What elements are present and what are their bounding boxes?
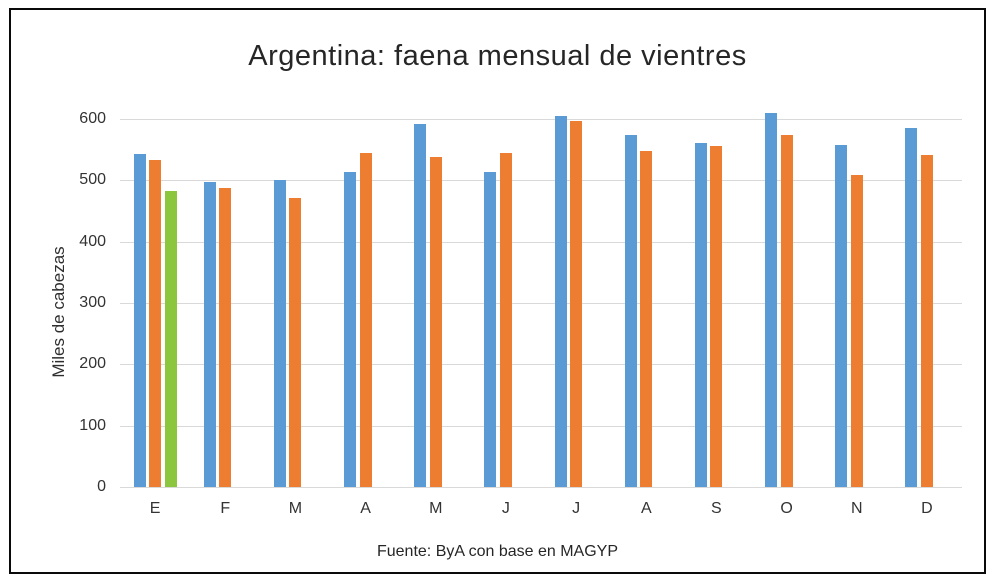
bar-series-1-blue <box>765 112 778 487</box>
source-note: Fuente: ByA con base en MAGYP <box>376 543 619 560</box>
bar-series-1-blue <box>484 171 497 487</box>
bar-series-1-blue <box>835 144 848 487</box>
y-tick-label: 100 <box>79 416 106 434</box>
x-tick-label: A <box>360 500 371 517</box>
x-tick-label: M <box>288 500 303 517</box>
bar-series-1-blue <box>624 135 637 487</box>
x-tick-label: A <box>640 500 652 517</box>
bar-series-2-orange <box>499 153 512 487</box>
gridline <box>120 487 962 488</box>
bar-series-1-blue <box>905 127 918 487</box>
y-tick-label: 600 <box>79 109 106 127</box>
bar-series-1-blue <box>414 123 427 487</box>
bar-series-2-orange <box>149 160 162 487</box>
bar-series-2-orange <box>429 156 442 487</box>
x-tick-label: F <box>220 500 231 517</box>
x-tick-label: J <box>572 500 581 517</box>
x-tick-label: S <box>711 500 722 517</box>
bar-series-2-orange <box>850 175 863 487</box>
bar-series-1-blue <box>273 179 286 487</box>
x-tick-label: M <box>429 500 443 517</box>
chart-frame: Argentina: faena mensual de vientres Mil… <box>9 8 986 574</box>
plot-area: 0 100 200 300 400 500 600 E F M A M J J A S O N D <box>79 88 962 517</box>
x-tick-label: D <box>921 500 933 517</box>
bar-series-1-blue <box>133 154 146 487</box>
bar-series-3-green <box>164 191 177 487</box>
gridline <box>120 425 962 427</box>
bar-series-1-blue <box>694 142 707 487</box>
bar-series-2-orange <box>289 197 302 487</box>
gridline <box>120 180 962 182</box>
bar-series-2-orange <box>359 152 372 487</box>
bar-series-2-orange <box>640 151 653 487</box>
gridline <box>120 118 962 120</box>
bar-series-1-blue <box>344 172 357 487</box>
x-tick-label: N <box>851 500 863 517</box>
x-tick-label: O <box>780 500 793 517</box>
y-tick-label: 0 <box>97 478 106 495</box>
bar-series-2-orange <box>920 154 933 487</box>
y-tick-label: 400 <box>79 232 106 250</box>
bar-series-1-blue <box>203 181 216 487</box>
bar-series-2-orange <box>710 146 723 487</box>
gridline <box>120 241 962 243</box>
gridline <box>120 364 962 366</box>
bar-series-2-orange <box>219 188 232 487</box>
y-tick-label: 500 <box>79 171 106 189</box>
chart-title: Argentina: faena mensual de vientres <box>248 40 747 72</box>
y-tick-label: 200 <box>79 355 106 373</box>
x-tick-label: J <box>501 500 510 517</box>
bar-series-2-orange <box>570 121 583 487</box>
gridline <box>120 302 962 304</box>
y-tick-label: 300 <box>79 293 106 311</box>
bar-series-1-blue <box>554 115 567 487</box>
x-tick-label: E <box>149 500 161 517</box>
bar-series-2-orange <box>780 134 793 487</box>
